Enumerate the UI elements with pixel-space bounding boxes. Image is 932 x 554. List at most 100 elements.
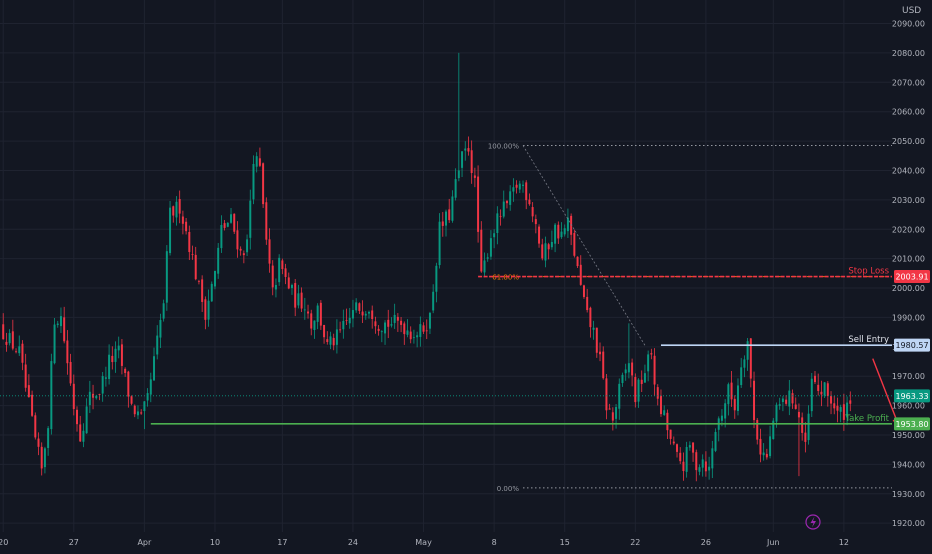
candle[interactable]: [547, 242, 550, 260]
candle[interactable]: [624, 363, 627, 381]
candle[interactable]: [377, 325, 380, 336]
candle[interactable]: [72, 374, 75, 416]
candle[interactable]: [464, 141, 467, 161]
candle[interactable]: [672, 436, 675, 446]
candle[interactable]: [797, 403, 800, 477]
candle[interactable]: [197, 279, 200, 285]
candle[interactable]: [515, 180, 518, 194]
candle[interactable]: [708, 456, 711, 480]
candle[interactable]: [554, 223, 557, 253]
candle[interactable]: [345, 308, 348, 325]
candle[interactable]: [605, 373, 608, 420]
candle[interactable]: [833, 395, 836, 415]
candle[interactable]: [50, 353, 53, 435]
candle[interactable]: [300, 287, 303, 313]
candle[interactable]: [342, 309, 345, 339]
candle[interactable]: [692, 442, 695, 462]
candle[interactable]: [550, 230, 553, 250]
candle[interactable]: [611, 407, 614, 431]
candle[interactable]: [384, 320, 387, 345]
candle[interactable]: [791, 389, 794, 409]
candle[interactable]: [66, 330, 69, 375]
candle[interactable]: [756, 418, 759, 445]
candle[interactable]: [522, 180, 525, 193]
target-arrow[interactable]: [872, 358, 900, 425]
candle[interactable]: [246, 234, 249, 256]
candle[interactable]: [669, 429, 672, 445]
candle[interactable]: [807, 405, 810, 445]
candle[interactable]: [18, 335, 21, 356]
candle[interactable]: [319, 300, 322, 330]
candle[interactable]: [599, 342, 602, 362]
candle[interactable]: [422, 322, 425, 335]
candle[interactable]: [538, 224, 541, 248]
candle[interactable]: [316, 303, 319, 330]
candle[interactable]: [339, 321, 342, 333]
candle[interactable]: [15, 348, 18, 354]
candle[interactable]: [249, 189, 252, 250]
candle[interactable]: [358, 302, 361, 314]
candle[interactable]: [592, 320, 595, 340]
candle[interactable]: [294, 279, 297, 317]
candle[interactable]: [615, 404, 618, 429]
candle[interactable]: [175, 196, 178, 226]
candle[interactable]: [451, 190, 454, 223]
candle[interactable]: [172, 205, 175, 223]
candle[interactable]: [457, 52, 460, 182]
candle[interactable]: [679, 447, 682, 465]
candle[interactable]: [778, 397, 781, 410]
candle[interactable]: [749, 338, 752, 388]
candle[interactable]: [448, 198, 451, 223]
candle[interactable]: [676, 443, 679, 458]
candle[interactable]: [512, 178, 515, 202]
candle[interactable]: [69, 353, 72, 386]
candle[interactable]: [724, 399, 727, 428]
candle[interactable]: [753, 371, 756, 429]
candle[interactable]: [714, 428, 717, 453]
candle[interactable]: [810, 372, 813, 417]
candle[interactable]: [647, 350, 650, 382]
candle[interactable]: [313, 320, 316, 339]
candle[interactable]: [701, 454, 704, 477]
candle[interactable]: [101, 372, 104, 402]
candle[interactable]: [220, 215, 223, 253]
candle[interactable]: [281, 258, 284, 275]
candle[interactable]: [772, 417, 775, 440]
candle[interactable]: [544, 236, 547, 268]
candle[interactable]: [801, 412, 804, 441]
candle[interactable]: [839, 404, 842, 423]
lightning-icon[interactable]: [805, 514, 821, 530]
candle[interactable]: [310, 309, 313, 336]
candle[interactable]: [210, 281, 213, 302]
price-axis[interactable]: 1920.00 1930.00 1940.00 1950.00 1960.00 1970.…: [892, 20, 930, 529]
candle[interactable]: [730, 371, 733, 407]
candle[interactable]: [37, 432, 40, 456]
candle[interactable]: [268, 228, 271, 273]
candle[interactable]: [826, 381, 829, 407]
candle[interactable]: [290, 283, 293, 295]
candle[interactable]: [528, 193, 531, 206]
candle[interactable]: [56, 320, 59, 328]
candle[interactable]: [207, 289, 210, 327]
candle[interactable]: [849, 391, 852, 412]
candle[interactable]: [98, 393, 101, 401]
candle[interactable]: [663, 405, 666, 416]
candle[interactable]: [40, 442, 43, 476]
candle[interactable]: [563, 224, 566, 237]
candle[interactable]: [493, 229, 496, 249]
candle[interactable]: [531, 202, 534, 223]
candle[interactable]: [335, 319, 338, 354]
candle[interactable]: [618, 378, 621, 420]
candle[interactable]: [79, 415, 82, 442]
candle[interactable]: [117, 336, 120, 359]
candle[interactable]: [361, 300, 364, 323]
time-axis[interactable]: 20 27 Apr 10 17 24 May 8 15 22 26 Jun 12: [0, 538, 849, 547]
candle[interactable]: [842, 393, 845, 431]
candle[interactable]: [409, 326, 412, 344]
candle[interactable]: [445, 209, 447, 237]
candle[interactable]: [226, 222, 229, 228]
candle[interactable]: [143, 401, 146, 430]
candle[interactable]: [326, 331, 329, 345]
candle[interactable]: [505, 200, 508, 209]
